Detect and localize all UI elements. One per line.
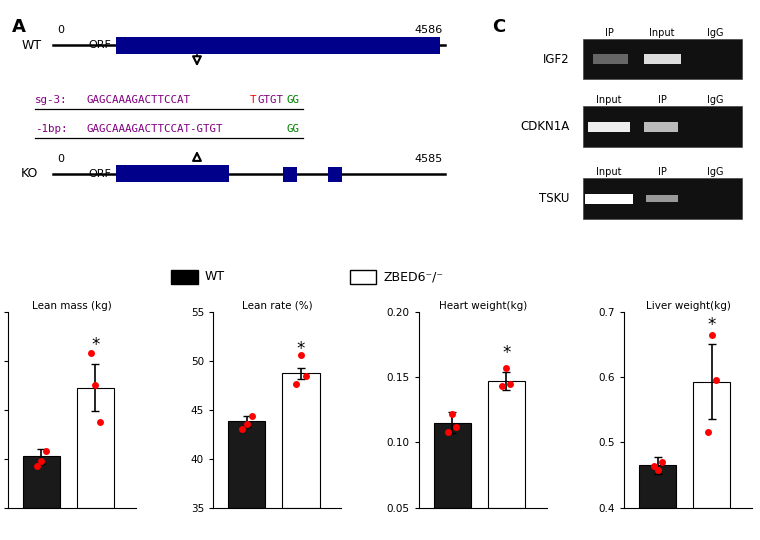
Text: -1bp:: -1bp: [35, 124, 67, 134]
Bar [585, 194, 633, 204]
Text: A: A [12, 18, 26, 37]
Text: 0: 0 [57, 154, 64, 164]
Text: CDKN1A: CDKN1A [520, 120, 569, 133]
Title: Lean mass (kg): Lean mass (kg) [32, 301, 112, 311]
Bar [644, 122, 678, 132]
Text: IP: IP [658, 95, 667, 105]
Title: Liver weight(kg): Liver weight(kg) [646, 301, 730, 311]
Text: GTGT: GTGT [258, 94, 283, 105]
Text: Input: Input [650, 28, 675, 38]
Text: GAGCAAAGACTTCCAT-GTGT: GAGCAAAGACTTCCAT-GTGT [87, 124, 223, 134]
Text: T: T [250, 94, 257, 105]
Bar [116, 37, 441, 54]
Title: Heart weight(kg): Heart weight(kg) [439, 301, 527, 311]
Bar [583, 39, 742, 79]
Bar [639, 465, 676, 508]
Bar [488, 381, 525, 508]
Text: WT: WT [21, 39, 41, 52]
Bar [23, 456, 60, 508]
Text: IGF2: IGF2 [543, 52, 569, 65]
Text: C: C [492, 18, 505, 37]
Text: GAGCAAAGACTTCCAT: GAGCAAAGACTTCCAT [87, 94, 191, 105]
Bar [350, 269, 376, 284]
Bar [328, 167, 342, 182]
Bar [594, 54, 628, 64]
Text: KO: KO [21, 167, 39, 180]
Bar [172, 269, 198, 284]
Text: *: * [91, 336, 100, 354]
Bar [644, 54, 681, 64]
Text: GG: GG [287, 124, 299, 134]
Bar [646, 195, 678, 201]
Bar [588, 122, 630, 132]
Title: Lean rate (%): Lean rate (%) [242, 301, 312, 311]
Text: ORF: ORF [88, 169, 111, 179]
Text: GG: GG [287, 94, 299, 105]
Text: 4585: 4585 [414, 154, 443, 164]
Bar [693, 382, 730, 508]
Text: IP: IP [605, 28, 613, 38]
Text: IgG: IgG [707, 95, 724, 105]
Bar [282, 373, 319, 508]
Bar [228, 421, 265, 508]
Bar [434, 423, 471, 508]
Text: IP: IP [658, 167, 667, 177]
Text: *: * [502, 344, 511, 362]
Text: ZBED6⁻/⁻: ZBED6⁻/⁻ [384, 270, 444, 283]
Bar [583, 178, 742, 219]
Text: Input: Input [597, 95, 622, 105]
Bar [583, 106, 742, 147]
Text: TSKU: TSKU [539, 192, 569, 205]
Text: Input: Input [597, 167, 622, 177]
Text: *: * [296, 340, 305, 357]
Bar [116, 165, 229, 183]
Bar [77, 388, 114, 508]
Text: *: * [708, 316, 716, 334]
Bar [283, 167, 297, 182]
Text: IgG: IgG [707, 28, 724, 38]
Text: 0: 0 [57, 25, 64, 35]
Text: 4586: 4586 [414, 25, 443, 35]
Text: sg-3:: sg-3: [35, 94, 67, 105]
Text: IgG: IgG [707, 167, 724, 177]
Text: WT: WT [205, 270, 225, 283]
Text: ORF: ORF [88, 40, 111, 51]
